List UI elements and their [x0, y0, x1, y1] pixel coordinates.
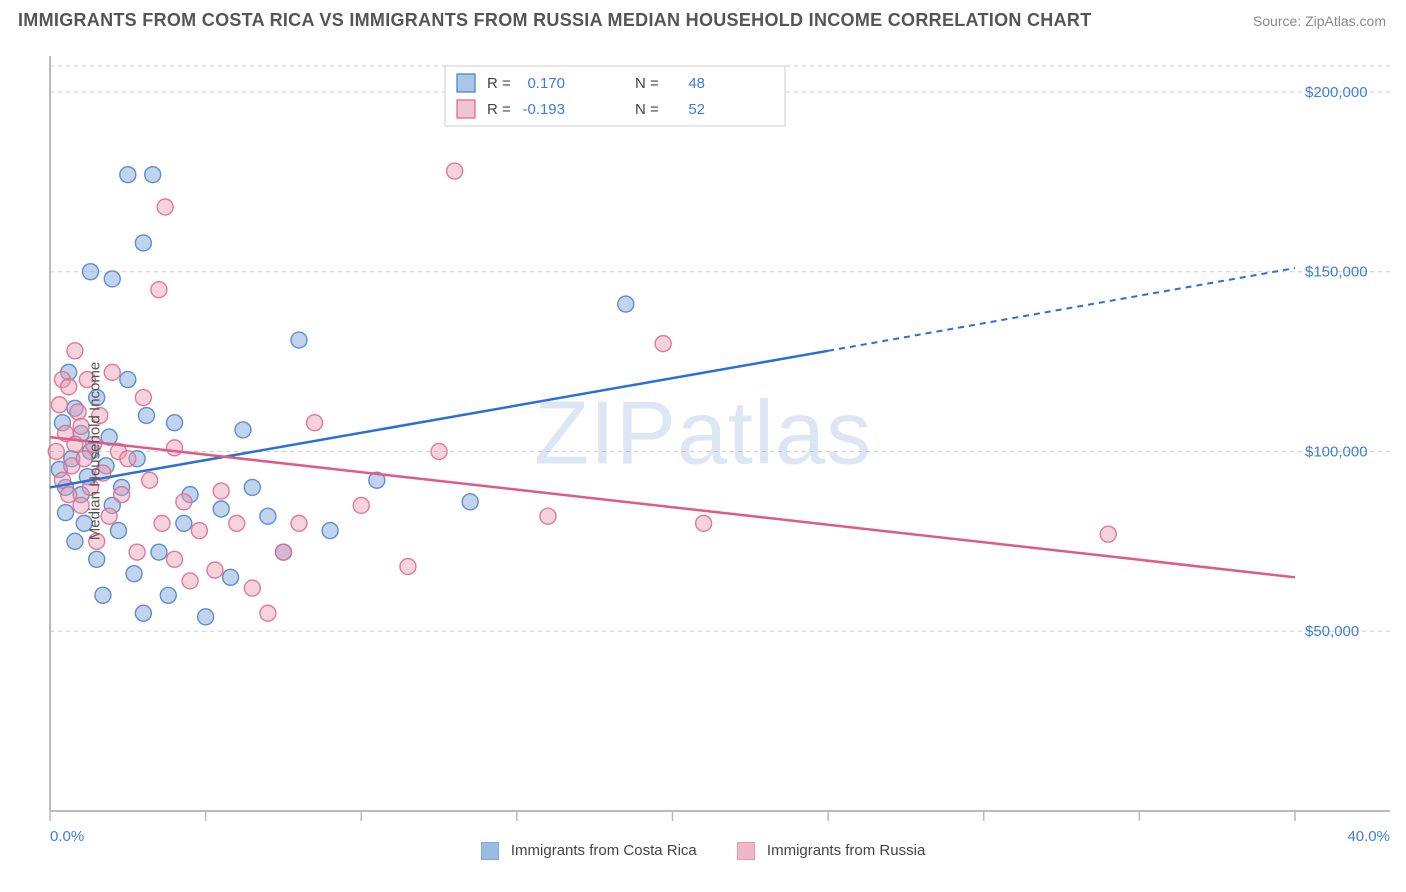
svg-text:N =: N =	[635, 101, 659, 118]
svg-text:48: 48	[688, 75, 705, 92]
svg-text:0.170: 0.170	[527, 75, 565, 92]
y-axis-label: Median Household Income	[87, 362, 104, 540]
svg-text:N =: N =	[635, 75, 659, 92]
svg-text:52: 52	[688, 101, 705, 118]
svg-text:-0.193: -0.193	[522, 101, 565, 118]
svg-text:$150,000: $150,000	[1305, 264, 1368, 281]
svg-text:R =: R =	[487, 75, 511, 92]
svg-text:$100,000: $100,000	[1305, 443, 1368, 460]
chart-header: IMMIGRANTS FROM COSTA RICA VS IMMIGRANTS…	[0, 0, 1406, 36]
legend-label-b: Immigrants from Russia	[767, 842, 925, 859]
svg-text:R =: R =	[487, 101, 511, 118]
legend-swatch-b	[737, 842, 755, 860]
bottom-legend: Immigrants from Costa Rica Immigrants fr…	[0, 842, 1406, 860]
legend-item-russia: Immigrants from Russia	[737, 842, 926, 860]
svg-text:$50,000: $50,000	[1305, 623, 1359, 640]
svg-text:$200,000: $200,000	[1305, 84, 1368, 101]
source-attribution: Source: ZipAtlas.com	[1253, 13, 1386, 29]
legend-label-a: Immigrants from Costa Rica	[511, 842, 697, 859]
legend-item-costa-rica: Immigrants from Costa Rica	[481, 842, 697, 860]
chart-title: IMMIGRANTS FROM COSTA RICA VS IMMIGRANTS…	[18, 10, 1092, 31]
legend-swatch-a	[481, 842, 499, 860]
chart-container: Median Household Income $50,000$100,000$…	[0, 36, 1406, 866]
scatter-chart-svg: $50,000$100,000$150,000$200,0000.0%40.0%…	[0, 36, 1406, 866]
